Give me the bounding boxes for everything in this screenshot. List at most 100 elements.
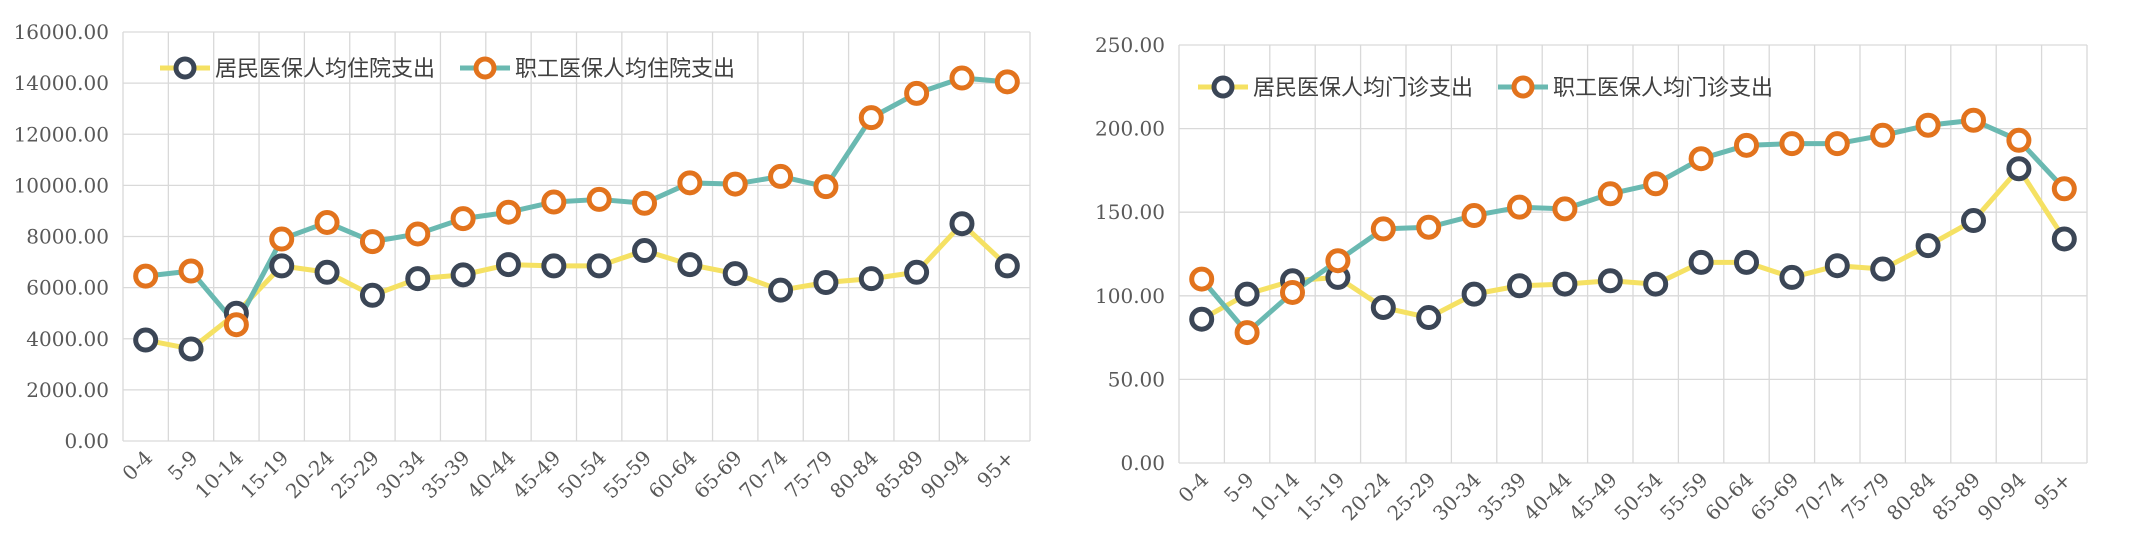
x-tick-label: 25-29 <box>326 446 384 504</box>
x-tick-label: 90-94 <box>916 446 974 504</box>
data-point <box>1915 233 1941 259</box>
x-tick-label: 60-64 <box>644 446 702 504</box>
y-tick-label: 4000.00 <box>26 327 109 351</box>
legend-label: 职工医保人均住院支出 <box>515 57 735 82</box>
data-point <box>1779 264 1805 290</box>
data-point <box>586 186 612 212</box>
legend-label: 职工医保人均门诊支出 <box>1553 76 1773 101</box>
y-tick-label: 100.00 <box>1095 284 1165 308</box>
series-markers-0 <box>1189 156 2077 332</box>
data-point <box>1597 181 1623 207</box>
data-point <box>178 258 204 284</box>
data-point <box>1507 194 1532 220</box>
data-point <box>405 266 431 292</box>
legend-marker <box>1511 75 1535 99</box>
grid <box>1178 44 2088 464</box>
x-axis: 0-4 5-910-1415-1920-2425-2930-3435-3940-4… <box>1173 468 2075 526</box>
y-tick-label: 2000.00 <box>26 378 109 402</box>
data-point <box>632 238 658 264</box>
x-tick-label: 90-94 <box>1973 468 2031 526</box>
data-point <box>632 190 658 216</box>
y-tick-label: 10000.00 <box>14 173 109 197</box>
grid <box>122 31 1031 442</box>
x-tick-label: 35-39 <box>417 446 475 504</box>
y-tick-label: 250.00 <box>1095 33 1165 57</box>
data-point <box>1824 131 1850 157</box>
x-tick-label: 30-34 <box>372 446 430 504</box>
data-point <box>541 189 567 215</box>
y-tick-label: 8000.00 <box>26 225 109 249</box>
data-point <box>495 252 521 278</box>
data-point <box>904 80 930 106</box>
data-point <box>1416 214 1442 240</box>
data-point <box>813 270 839 296</box>
data-point <box>133 263 159 289</box>
data-point <box>133 327 159 353</box>
data-point <box>1189 266 1215 292</box>
data-point <box>949 65 975 91</box>
data-point <box>314 259 340 285</box>
x-tick-label: 95+ <box>2029 468 2076 515</box>
x-tick-label: 80-84 <box>825 446 883 504</box>
legend-marker <box>473 56 497 80</box>
data-point <box>1507 273 1532 299</box>
series-markers-1 <box>133 65 1020 338</box>
y-axis: 0.00 2000.00 4000.00 6000.00 8000.00 10000.00… <box>14 20 109 453</box>
data-point <box>1234 320 1260 346</box>
data-point <box>722 171 748 197</box>
data-point <box>405 221 431 247</box>
data-point <box>1915 112 1941 138</box>
legend-marker <box>1211 75 1235 99</box>
inpatient-expense-chart: 0.00 2000.00 4000.00 6000.00 8000.00 10000.00… <box>14 20 1031 504</box>
x-tick-label: 15-19 <box>236 446 294 504</box>
x-tick-label: 85-89 <box>1927 468 1985 526</box>
x-tick-label: 95+ <box>972 446 1019 493</box>
x-tick-label: 65-69 <box>689 446 747 504</box>
x-axis: 0-4 5-910-1415-1920-2425-2930-3435-3940-4… <box>117 446 1018 504</box>
data-point <box>1280 279 1305 305</box>
x-tick-label: 75-79 <box>1836 468 1894 526</box>
x-tick-label: 0-4 <box>117 446 157 486</box>
data-point <box>586 253 612 279</box>
data-point <box>768 277 794 303</box>
data-point <box>450 262 476 288</box>
data-point <box>1870 256 1896 282</box>
data-point <box>1370 295 1396 321</box>
x-tick-label: 70-74 <box>1791 468 1849 526</box>
data-point <box>1734 132 1759 158</box>
x-tick-label: 10-14 <box>190 446 248 504</box>
data-point <box>359 229 385 255</box>
data-point <box>223 312 249 338</box>
legend-marker <box>173 56 197 80</box>
data-point <box>1597 268 1623 294</box>
y-tick-label: 200.00 <box>1095 117 1165 141</box>
data-point <box>2051 176 2077 202</box>
data-point <box>1643 171 1669 197</box>
x-tick-label: 50-54 <box>553 446 611 504</box>
data-point <box>1779 131 1805 157</box>
data-point <box>1189 306 1215 332</box>
outpatient-expense-chart: 0.00 50.00 100.00 150.00 200.00 250.00 0-4 5-91… <box>1095 33 2088 526</box>
data-point <box>269 226 295 252</box>
data-point <box>677 252 703 278</box>
data-point <box>1688 249 1714 275</box>
x-tick-label: 40-44 <box>462 446 520 504</box>
data-point <box>1552 271 1578 297</box>
x-tick-label: 35-39 <box>1473 468 1531 526</box>
y-tick-label: 150.00 <box>1095 200 1165 224</box>
data-point <box>1824 253 1850 279</box>
data-point <box>768 163 794 189</box>
data-point <box>994 69 1020 95</box>
data-point <box>1552 196 1578 222</box>
y-tick-label: 50.00 <box>1108 367 1165 391</box>
x-tick-label: 55-59 <box>598 446 656 504</box>
data-point <box>858 105 884 131</box>
x-tick-label: 85-89 <box>870 446 928 504</box>
x-tick-label: 20-24 <box>281 446 339 504</box>
data-point <box>677 170 703 196</box>
data-point <box>495 199 521 225</box>
data-point <box>1961 208 1986 234</box>
x-tick-label: 50-54 <box>1609 468 1667 526</box>
x-tick-label: 60-64 <box>1700 468 1758 526</box>
data-point <box>1370 216 1396 242</box>
